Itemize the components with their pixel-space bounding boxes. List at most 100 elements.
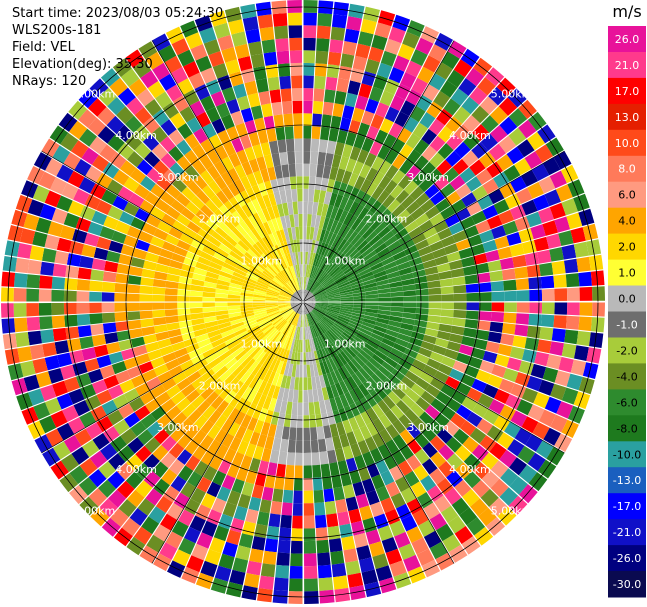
velocity-gate <box>118 403 135 419</box>
velocity-gate <box>275 230 284 244</box>
velocity-gate <box>252 144 264 159</box>
velocity-gate <box>172 549 191 567</box>
velocity-gate <box>359 349 372 361</box>
velocity-gate <box>177 123 193 140</box>
velocity-gate <box>157 338 172 349</box>
velocity-gate <box>1 271 16 287</box>
velocity-gate <box>508 495 528 515</box>
velocity-gate <box>303 188 309 202</box>
velocity-gate <box>235 122 248 138</box>
velocity-gate <box>90 323 105 336</box>
velocity-gate <box>476 168 493 185</box>
velocity-gate <box>460 216 476 230</box>
velocity-gate <box>403 116 419 133</box>
velocity-gate <box>253 170 264 185</box>
velocity-gate <box>253 419 265 434</box>
velocity-gate <box>271 153 281 167</box>
velocity-gate <box>313 189 321 203</box>
velocity-gate <box>464 319 479 329</box>
velocity-gate <box>337 129 348 144</box>
velocity-gate <box>153 478 170 496</box>
velocity-gate <box>231 31 247 47</box>
velocity-gate <box>319 361 327 375</box>
velocity-gate <box>155 331 170 342</box>
velocity-gate <box>193 128 208 144</box>
velocity-gate <box>479 151 496 169</box>
velocity-gate <box>400 487 417 504</box>
velocity-gate <box>377 309 391 316</box>
velocity-gate <box>99 365 115 379</box>
velocity-gate <box>200 67 217 84</box>
velocity-gate <box>310 282 320 293</box>
velocity-gate <box>217 74 233 91</box>
velocity-gate <box>553 315 567 329</box>
velocity-gate <box>400 272 414 281</box>
velocity-gate <box>533 392 550 409</box>
velocity-gate <box>247 92 261 108</box>
velocity-gate <box>408 364 423 377</box>
velocity-gate <box>497 432 515 450</box>
velocity-gate <box>365 308 379 314</box>
velocity-gate <box>237 333 251 344</box>
velocity-gate <box>120 348 136 361</box>
velocity-gate <box>334 208 344 222</box>
velocity-gate <box>326 330 337 341</box>
velocity-gate <box>425 205 440 220</box>
velocity-gate <box>333 575 349 590</box>
velocity-gate <box>177 282 192 291</box>
velocity-gate <box>403 296 417 302</box>
velocity-gate <box>247 325 260 334</box>
velocity-gate <box>68 200 85 217</box>
velocity-gate <box>303 276 306 290</box>
velocity-gate <box>326 309 339 316</box>
velocity-gate <box>81 347 97 361</box>
velocity-gate <box>150 236 165 248</box>
azimuth-spokes <box>1 0 605 604</box>
velocity-gate <box>333 1 349 17</box>
velocity-gate <box>470 347 486 360</box>
velocity-gate <box>317 151 326 166</box>
velocity-gate <box>349 389 360 403</box>
velocity-gate <box>277 243 285 256</box>
velocity-gate <box>437 227 453 240</box>
velocity-gate <box>352 309 366 315</box>
velocity-gate <box>465 67 485 87</box>
velocity-gate <box>326 64 340 79</box>
velocity-gate <box>205 373 219 387</box>
velocity-gate <box>114 292 127 302</box>
velocity-gate <box>57 352 73 368</box>
velocity-gate <box>228 19 245 35</box>
velocity-gate <box>390 347 404 359</box>
velocity-gate <box>440 286 454 295</box>
velocity-gate <box>412 171 428 186</box>
velocity-gate <box>326 513 339 528</box>
velocity-gate <box>91 379 108 395</box>
velocity-gate <box>385 424 400 439</box>
velocity-gate <box>127 489 145 508</box>
colorbar-segment <box>608 52 646 79</box>
velocity-gate <box>311 284 322 294</box>
velocity-gate <box>292 313 299 326</box>
velocity-gate <box>345 245 357 258</box>
velocity-gate <box>384 179 398 195</box>
velocity-gate <box>321 243 329 256</box>
velocity-gate <box>299 277 302 290</box>
velocity-gate <box>243 317 256 325</box>
velocity-gate <box>588 254 604 271</box>
velocity-gate <box>518 228 534 243</box>
velocity-gate <box>295 277 300 290</box>
velocity-gate <box>377 288 391 294</box>
velocity-gate <box>392 342 407 353</box>
velocity-gate <box>303 176 310 189</box>
range-ring-label: 2.00km <box>199 379 241 392</box>
velocity-gate <box>253 289 267 295</box>
velocity-gate <box>338 284 351 291</box>
velocity-gate <box>416 302 429 309</box>
velocity-gate <box>78 109 97 128</box>
velocity-gate <box>113 169 130 186</box>
velocity-gate <box>282 388 290 402</box>
velocity-gate <box>349 585 366 601</box>
velocity-gate <box>280 349 288 362</box>
velocity-gate <box>403 290 417 297</box>
